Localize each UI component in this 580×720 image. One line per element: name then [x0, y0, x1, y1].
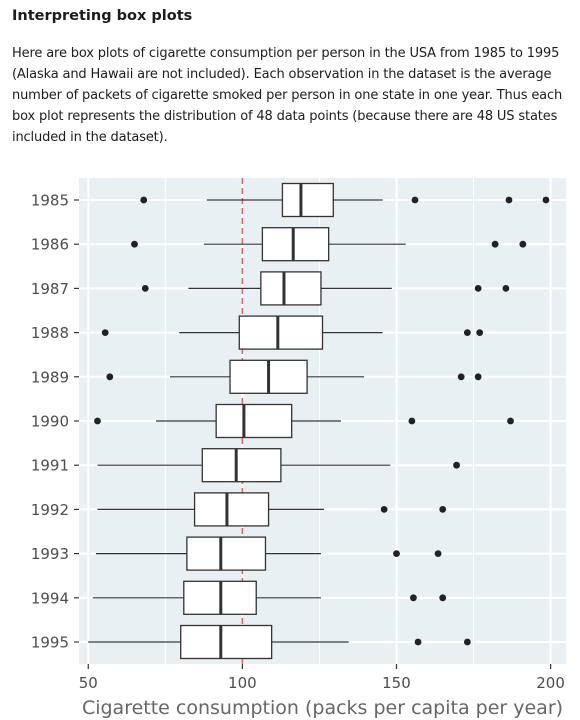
x-axis: 50 100 150 200 — [79, 664, 565, 692]
iqr-box — [260, 271, 322, 306]
iqr-box — [180, 624, 273, 660]
outlier-point — [463, 329, 471, 336]
description: Here are box plots of cigarette consumpt… — [12, 43, 577, 148]
x-tick-label: 150 — [382, 674, 411, 692]
outlier-point — [474, 285, 482, 292]
outlier-point — [131, 240, 138, 248]
outlier-point — [507, 417, 514, 425]
y-tick-label: 1994 — [31, 589, 69, 607]
box-plot-1985 — [140, 182, 550, 218]
box-plot-1987 — [141, 271, 510, 306]
y-tick-label: 1991 — [31, 457, 69, 475]
box-plot-1989 — [106, 359, 482, 394]
y-tick-label: 1990 — [31, 413, 69, 431]
x-axis-title: Cigarette consumption (packs per capita … — [82, 697, 563, 719]
outlier-point — [457, 373, 465, 381]
x-tick-label: 200 — [536, 674, 565, 692]
outlier-point — [474, 373, 482, 381]
outlier-point — [542, 196, 550, 204]
outlier-point — [505, 196, 513, 204]
outlier-point — [408, 417, 416, 425]
box-plot-1995 — [88, 624, 471, 660]
box-plot-1988 — [101, 315, 484, 350]
outlier-point — [380, 506, 388, 513]
iqr-box — [215, 403, 293, 439]
outlier-point — [101, 329, 109, 336]
box-plot-1991 — [97, 448, 460, 483]
description-line: included in the dataset). — [12, 130, 168, 145]
description-line: box plot represents the distribution of … — [12, 109, 558, 124]
y-tick-label: 1988 — [31, 324, 69, 342]
box-plot-1986 — [131, 227, 527, 262]
description-line: number of packets of cigarette smoked pe… — [12, 88, 563, 103]
y-tick-label: 1985 — [31, 192, 69, 210]
outlier-point — [434, 550, 442, 557]
outlier-point — [94, 417, 101, 425]
box-plot-1990 — [94, 403, 514, 439]
page-heading: Interpreting box plots — [12, 8, 193, 24]
outlier-point — [141, 285, 149, 292]
box-plots — [88, 182, 550, 660]
iqr-box — [281, 182, 334, 218]
y-tick-label: 1995 — [31, 634, 69, 652]
outlier-point — [140, 196, 148, 204]
iqr-box — [261, 227, 330, 262]
box-plot-1992 — [97, 492, 447, 527]
iqr-box — [201, 448, 282, 483]
outlier-point — [393, 550, 400, 557]
iqr-box — [238, 315, 324, 350]
box-plot-1993 — [95, 536, 442, 571]
outlier-point — [502, 285, 510, 292]
y-tick-label: 1989 — [31, 368, 69, 386]
iqr-box — [193, 492, 270, 527]
x-tick-label: 50 — [79, 674, 98, 692]
outlier-point — [439, 506, 447, 513]
y-tick-label: 1987 — [31, 280, 69, 298]
description-line: Here are box plots of cigarette consumpt… — [12, 46, 560, 61]
y-tick-label: 1986 — [31, 236, 69, 254]
outlier-point — [491, 240, 499, 248]
x-tick-label: 100 — [228, 674, 257, 692]
outlier-point — [414, 638, 422, 646]
iqr-box — [186, 536, 267, 571]
y-axis: 1985 1986 1987 1988 1989 1990 1991 1992 1993 1994… — [31, 192, 79, 652]
box-plot-1994 — [92, 580, 447, 615]
outlier-point — [411, 196, 419, 204]
outlier-point — [439, 594, 447, 602]
y-tick-label: 1992 — [31, 501, 69, 519]
outlier-point — [519, 240, 527, 248]
outlier-point — [410, 594, 417, 602]
outlier-point — [453, 461, 460, 469]
outlier-point — [476, 329, 484, 336]
description-line: (Alaska and Hawaii are not included). Ea… — [12, 67, 552, 82]
outlier-point — [106, 373, 114, 381]
outlier-point — [463, 638, 471, 646]
y-tick-label: 1993 — [31, 545, 69, 563]
